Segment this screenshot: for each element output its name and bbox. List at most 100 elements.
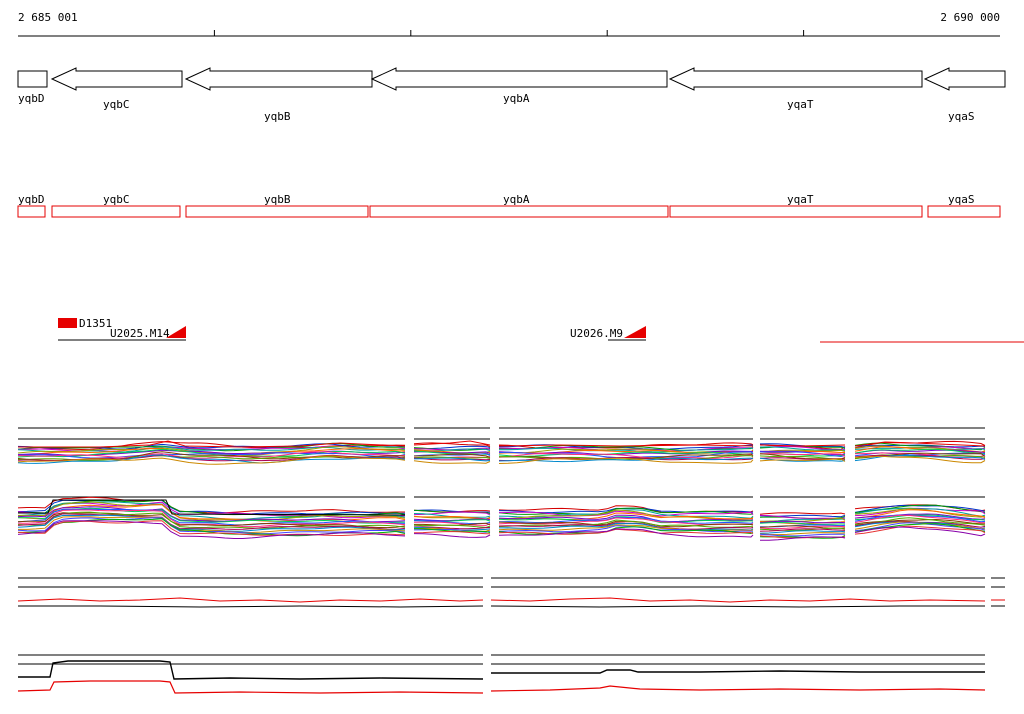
signal-track-2-bundle-line [854, 507, 986, 517]
signal-track-1-bundle-line [759, 458, 846, 462]
signal-track-2-bundle-line [413, 530, 490, 535]
signal-track-4-red-step-signal [490, 685, 986, 692]
signal-track-2-bundle-line [759, 528, 846, 532]
probe-u2025-label: U2025.M14 [110, 327, 170, 340]
gene-arrow-label-yqbD: yqbD [18, 92, 45, 105]
gene-arrow-label-yqbC: yqbC [103, 98, 130, 111]
signal-track-1-bundle-line [498, 457, 754, 464]
gene-box-yqbA[interactable] [369, 205, 669, 218]
ruler-end-label: 2 690 000 [940, 11, 1000, 24]
gene-box-yqbC[interactable] [51, 205, 181, 218]
signal-track-2-bundle-line [759, 533, 846, 537]
signal-track-1-bundle-line [17, 445, 406, 455]
signal-track-4-black-step-signal [491, 669, 985, 674]
signal-track-2-bundle-line [498, 510, 754, 517]
gene-box-yqbB[interactable] [185, 205, 369, 218]
signal-track-2-bundle-line [18, 516, 406, 534]
gene-arrow-label-yqbB: yqbB [264, 110, 291, 123]
signal-track-4-red-step-signal [17, 680, 484, 694]
gene-arrow-yqbD[interactable] [17, 70, 48, 88]
signal-track-2-bundle-line [498, 528, 754, 538]
probe-d1351-marker[interactable] [58, 318, 77, 328]
signal-track-1-bundle-line [854, 452, 986, 458]
gene-arrow-yqbB[interactable] [184, 67, 373, 91]
signal-track-2-bundle-line [414, 526, 491, 530]
signal-track-2-bundle-line [498, 526, 754, 535]
signal-track-2-bundle-line [17, 520, 406, 539]
signal-track-1-bundle-line [759, 453, 846, 457]
signal-track-2-bundle-line [498, 516, 754, 524]
signal-track-3-red-signal [17, 597, 484, 603]
signal-track-2-bundle-line [17, 517, 406, 535]
signal-track-2-bundle-line [17, 513, 406, 530]
signal-track-1-bundle-line [499, 444, 754, 451]
gene-box-yqaT[interactable] [669, 205, 923, 218]
gene-box-label-yqbB: yqbB [264, 193, 291, 206]
signal-track-2-bundle-line [759, 512, 846, 515]
signal-track-2-bundle-line [759, 520, 846, 524]
signal-track-1-bundle-line [413, 442, 491, 447]
signal-track-2-bundle-line [854, 504, 986, 513]
signal-track-1-bundle-line [498, 457, 754, 463]
gene-arrow-label-yqaS: yqaS [948, 110, 975, 123]
signal-track-1-red-outlier [498, 444, 754, 447]
signal-track-2-bundle-line [17, 496, 405, 514]
gene-arrow-yqaT[interactable] [668, 67, 923, 91]
signal-track-2-bundle-line [854, 508, 986, 518]
gene-box-yqbD[interactable] [17, 205, 46, 218]
signal-track-2-bundle-line [17, 499, 406, 515]
signal-track-1-bundle-line [17, 454, 406, 464]
signal-track-1-red-outlier [854, 441, 986, 447]
signal-track-1-bundle-line [854, 454, 986, 460]
gene-arrow-label-yqbA: yqbA [503, 92, 530, 105]
signal-track-1-bundle-line [17, 451, 406, 459]
signal-track-2-bundle-line [854, 526, 986, 537]
signal-track-1-bundle-line [498, 452, 754, 459]
signal-track-1-bundle-line [759, 446, 846, 451]
signal-track-2-bundle-line [854, 513, 986, 520]
signal-track-2-bundle-line [498, 528, 754, 535]
signal-track-2-bundle-line [18, 501, 406, 521]
signal-track-3-red-signal [490, 597, 986, 603]
gene-arrow-yqbA[interactable] [370, 67, 668, 91]
signal-track-1-red-outlier [759, 444, 846, 447]
signal-track-1-bundle-line [413, 457, 491, 461]
signal-track-2-bundle-line [413, 528, 491, 533]
signal-track-1-bundle-line [413, 452, 491, 457]
signal-track-1-red-outlier [18, 440, 406, 448]
gene-box-yqaS[interactable] [927, 205, 1001, 218]
signal-track-1-red-outlier [413, 440, 491, 446]
signal-track-2-bundle-line [17, 512, 406, 529]
signal-track-2-bundle-line [759, 530, 846, 534]
signal-track-2-bundle-line [498, 514, 754, 523]
signal-track-2-bundle-line [17, 508, 406, 526]
gene-box-label-yqaT: yqaT [787, 193, 814, 206]
signal-track-2-bundle-line [498, 509, 754, 519]
signal-track-2-bundle-line [413, 524, 491, 528]
signal-track-2-bundle-line [498, 516, 754, 524]
signal-track-2-band-top-edge [18, 499, 406, 516]
signal-track-2-bundle-line [760, 536, 846, 541]
signal-track-1-bundle-line [498, 451, 754, 457]
gene-arrow-yqbC[interactable] [50, 67, 183, 91]
signal-track-2-bundle-line [759, 527, 846, 531]
signal-track-2-bundle-line [854, 525, 986, 535]
gene-arrow-label-yqaT: yqaT [787, 98, 814, 111]
signal-track-2-bundle-line [17, 506, 406, 523]
signal-track-2-bundle-line [498, 507, 754, 515]
signal-track-1-bundle-line [413, 453, 491, 458]
probe-u2025-marker[interactable] [166, 326, 186, 338]
probe-u2026-marker[interactable] [624, 326, 646, 338]
signal-track-2-bundle-line [17, 520, 406, 537]
gene-box-label-yqbD: yqbD [18, 193, 45, 206]
gene-arrow-yqaS[interactable] [923, 67, 1006, 91]
signal-track-1-bundle-line [854, 455, 986, 462]
signal-track-2-bundle-line [498, 519, 754, 528]
signal-track-3-black-signal [18, 605, 484, 608]
signal-track-1-bundle-line [498, 455, 754, 461]
signal-track-2-bundle-line [498, 522, 754, 531]
signal-track-2-bundle-line [759, 532, 846, 536]
signal-track-1-bundle-line [854, 444, 986, 448]
